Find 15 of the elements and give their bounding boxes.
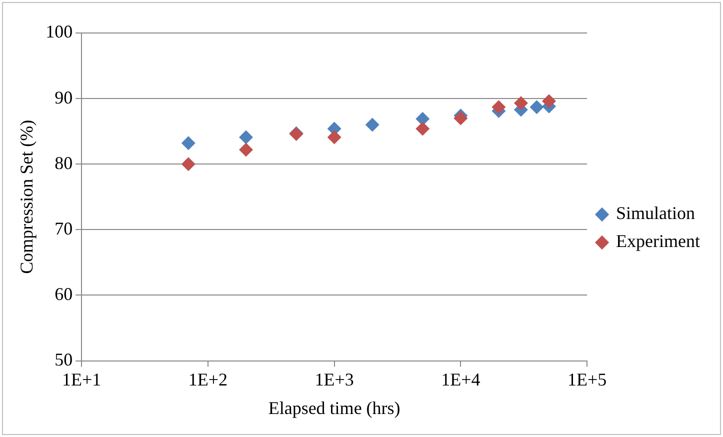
- x-tick-label: 1E+2: [188, 369, 228, 390]
- x-tick-label: 1E+1: [62, 369, 102, 390]
- x-tick-label: 1E+5: [567, 369, 607, 390]
- x-axis-title: Elapsed time (hrs): [268, 398, 400, 418]
- y-tick-label: 70: [54, 218, 73, 238]
- y-tick-label: 60: [54, 284, 73, 304]
- y-axis-title: Compression Set (%): [16, 120, 37, 274]
- y-tick-label: 90: [54, 87, 73, 108]
- legend-label: Experiment: [616, 231, 700, 252]
- y-tick-label: 50: [54, 350, 73, 370]
- x-tick-label: 1E+3: [314, 369, 354, 390]
- y-tick-label: 80: [54, 152, 73, 173]
- x-tick-label: 1E+4: [441, 369, 480, 390]
- y-tick-label: 100: [46, 22, 73, 42]
- legend-label: Simulation: [616, 203, 696, 224]
